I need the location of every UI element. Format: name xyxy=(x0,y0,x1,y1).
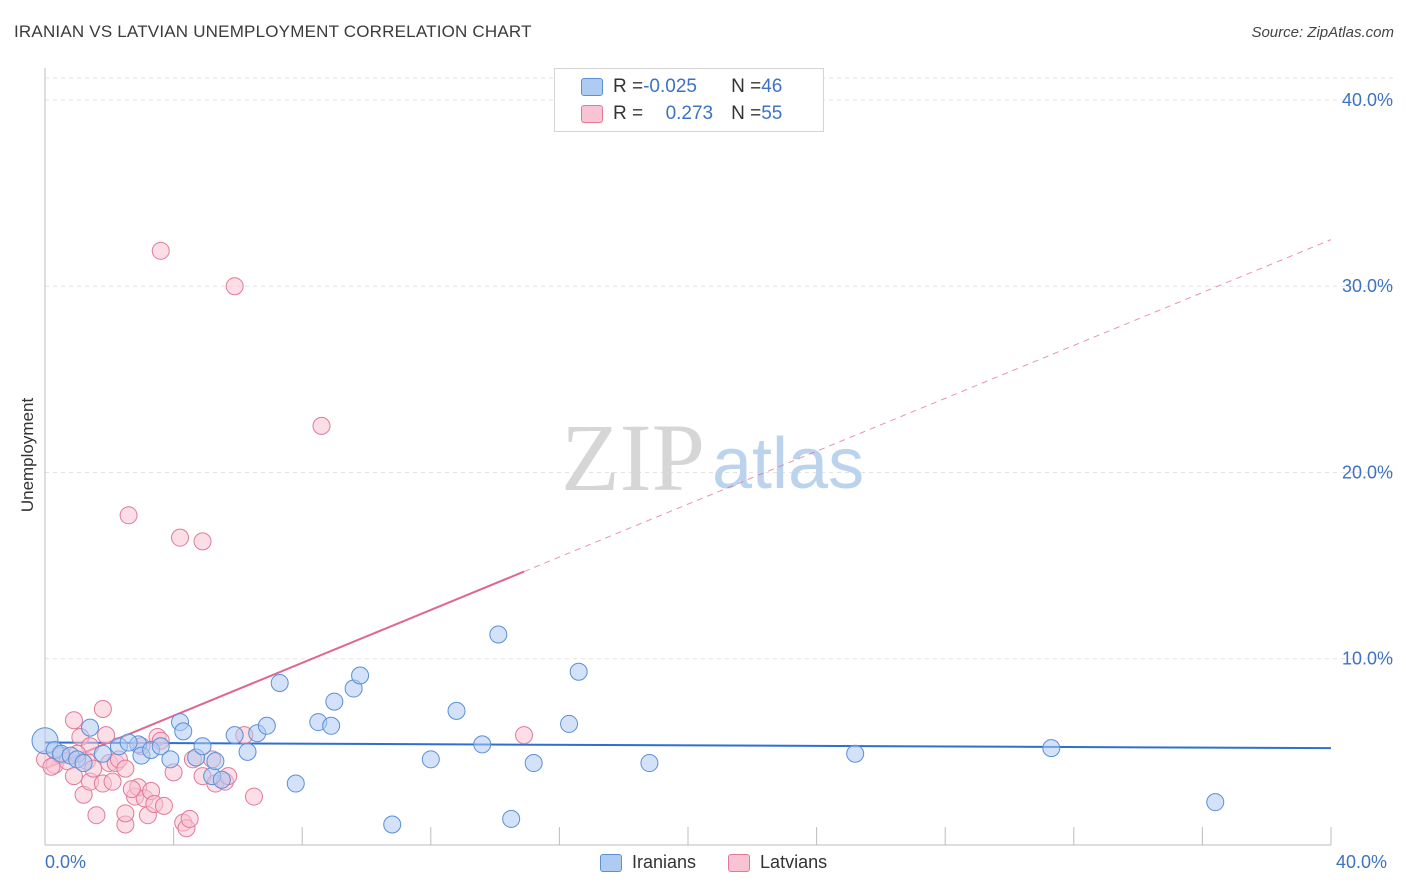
iranians-trend-line xyxy=(44,741,1332,750)
x-tick-max: 40.0% xyxy=(1336,852,1388,872)
n-value: 55 xyxy=(761,103,783,124)
iranians-point xyxy=(119,733,138,752)
r-label: R = xyxy=(613,76,644,97)
latvians-swatch xyxy=(581,105,603,123)
iranians-point xyxy=(447,701,466,720)
latvians-point xyxy=(225,277,244,296)
iranians-point xyxy=(569,662,588,681)
series-legend: Iranians Latvians xyxy=(600,852,859,873)
trend-lines xyxy=(44,239,1332,770)
latvians-point xyxy=(122,780,141,799)
iranians-point xyxy=(1042,739,1061,758)
r-value: -0.025 xyxy=(643,76,697,97)
iranians-point xyxy=(351,666,370,685)
iranians-point xyxy=(225,726,244,745)
iranians-point xyxy=(846,744,865,763)
iranians-point xyxy=(640,754,659,773)
y-tick-label: 30.0% xyxy=(1342,276,1393,296)
correlation-legend: R = -0.025 N = 46 R = 0.273 N = 55 xyxy=(554,68,824,132)
n-value: 46 xyxy=(761,76,783,97)
iranians-point xyxy=(322,716,341,735)
legend-label-latvians: Latvians xyxy=(760,852,828,872)
x-tick-min: 0.0% xyxy=(45,852,87,872)
chart-title: IRANIAN VS LATVIAN UNEMPLOYMENT CORRELAT… xyxy=(14,22,532,41)
latvians-point xyxy=(180,809,199,828)
watermark-zip: ZIP xyxy=(561,404,705,511)
iranians-point xyxy=(174,722,193,741)
latvians-point xyxy=(193,532,212,551)
y-tick-label: 20.0% xyxy=(1342,462,1393,482)
latvians-point xyxy=(515,726,534,745)
legend-label-iranians: Iranians xyxy=(632,852,697,872)
iranians-point xyxy=(270,673,289,692)
iranians-point xyxy=(74,754,93,773)
gridlines xyxy=(45,77,1393,660)
latvians-point xyxy=(171,528,190,547)
latvians-point xyxy=(97,726,116,745)
legend-item-latvians: Latvians xyxy=(728,852,827,873)
iranians-point xyxy=(383,815,402,834)
iranians-point xyxy=(193,737,212,756)
iranians-swatch xyxy=(581,78,603,96)
latvians-point xyxy=(151,241,170,260)
iranians-point xyxy=(93,744,112,763)
n-label: N = xyxy=(731,76,762,97)
iranians-point xyxy=(421,750,440,769)
latvians-point xyxy=(87,806,106,825)
iranians-point xyxy=(524,754,543,773)
iranians-point xyxy=(502,809,521,828)
y-tick-label: 10.0% xyxy=(1342,649,1393,669)
latvians-swatch xyxy=(728,853,751,872)
axes xyxy=(44,68,1332,846)
iranians-point xyxy=(325,692,344,711)
iranians-point xyxy=(212,770,231,789)
legend-item-iranians: Iranians xyxy=(600,852,696,873)
iranians-point xyxy=(560,714,579,733)
r-label: R = xyxy=(613,103,644,124)
iranians-point xyxy=(161,750,180,769)
r-value: 0.273 xyxy=(665,103,714,124)
iranians-point xyxy=(81,718,100,737)
iranians-points xyxy=(31,625,1225,834)
latvians-trend-extension xyxy=(523,239,1332,573)
iranians-point xyxy=(286,774,305,793)
latvians-point xyxy=(116,804,135,823)
latvians-point xyxy=(154,796,173,815)
latvians-point xyxy=(103,772,122,791)
iranians-point xyxy=(238,742,257,761)
latvians-point xyxy=(119,506,138,525)
legend-row-iranians: R = -0.025 N = 46 xyxy=(581,75,782,99)
source-label: Source: ZipAtlas.com xyxy=(1251,24,1394,41)
iranians-point xyxy=(1206,793,1225,812)
y-tick-labels: 10.0% 20.0% 30.0% 40.0% xyxy=(1342,90,1393,669)
iranians-point xyxy=(257,716,276,735)
iranians-point xyxy=(473,735,492,754)
iranians-point xyxy=(489,625,508,644)
iranians-swatch xyxy=(600,853,622,872)
n-label: N = xyxy=(731,103,762,124)
latvians-point xyxy=(244,787,263,806)
legend-row-latvians: R = 0.273 N = 55 xyxy=(581,102,782,126)
latvians-point xyxy=(93,700,112,719)
y-tick-label: 40.0% xyxy=(1342,90,1393,110)
latvians-point xyxy=(64,711,83,730)
watermark: ZIP atlas xyxy=(561,404,864,511)
latvians-point xyxy=(312,416,331,435)
iranians-point xyxy=(151,737,170,756)
watermark-atlas: atlas xyxy=(712,424,864,504)
latvians-point xyxy=(116,759,135,778)
iranians-point xyxy=(206,752,225,771)
